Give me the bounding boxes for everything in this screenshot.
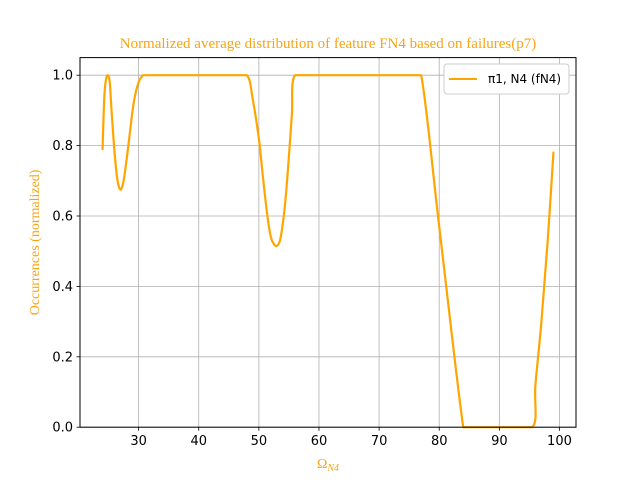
x-axis: 30 40 50 60 70 80 90 100: [130, 427, 572, 449]
y-axis: 0.0 0.2 0.4 0.6 0.8 1.0: [52, 69, 80, 436]
x-tick-label: 70: [371, 434, 388, 449]
x-tick-label: 40: [190, 434, 207, 449]
x-tick-label: 90: [491, 434, 508, 449]
legend: π1, N4 (fN4): [443, 63, 570, 95]
legend-label: π1, N4 (fN4): [488, 72, 561, 86]
x-tick-label: 30: [130, 434, 147, 449]
series-layer: [101, 74, 555, 429]
y-axis-label: Occurrences (normalized): [28, 169, 43, 315]
series-line: [101, 74, 555, 429]
y-tick-label: 1.0: [52, 69, 73, 84]
x-tick-label: 50: [251, 434, 268, 449]
x-tick-label: 80: [431, 434, 448, 449]
plot-frame: [79, 57, 577, 428]
x-axis-label-base: Ω: [317, 457, 327, 472]
x-tick-label: 60: [311, 434, 328, 449]
y-tick-label: 0.8: [52, 139, 73, 154]
legend-box: [443, 63, 570, 95]
y-tick-label: 0.0: [52, 421, 73, 436]
x-axis-label: ΩN4: [317, 457, 339, 474]
y-tick-label: 0.4: [52, 280, 73, 295]
x-tick-label: 100: [547, 434, 572, 449]
y-tick-label: 0.6: [52, 210, 73, 225]
chart-title: Normalized average distribution of featu…: [120, 36, 537, 52]
y-tick-label: 0.2: [52, 350, 73, 365]
grid: [80, 57, 576, 428]
x-axis-label-sub: N4: [326, 463, 339, 474]
